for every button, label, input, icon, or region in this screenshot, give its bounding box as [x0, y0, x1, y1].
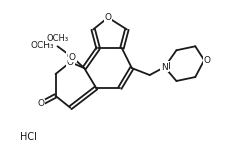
Text: O: O [204, 56, 211, 65]
Text: O: O [105, 13, 111, 22]
Text: O: O [69, 53, 76, 62]
Text: HCl: HCl [20, 132, 37, 143]
Text: O: O [37, 99, 44, 108]
Text: O: O [105, 13, 111, 22]
Text: N: N [163, 62, 170, 71]
Text: O: O [67, 58, 74, 67]
Text: O: O [67, 58, 74, 67]
Text: OCH₃: OCH₃ [47, 34, 69, 43]
Text: O: O [67, 52, 74, 61]
Text: O: O [37, 99, 44, 108]
Text: N: N [161, 63, 168, 72]
Text: O: O [204, 56, 211, 65]
Text: OCH₃: OCH₃ [31, 41, 54, 50]
